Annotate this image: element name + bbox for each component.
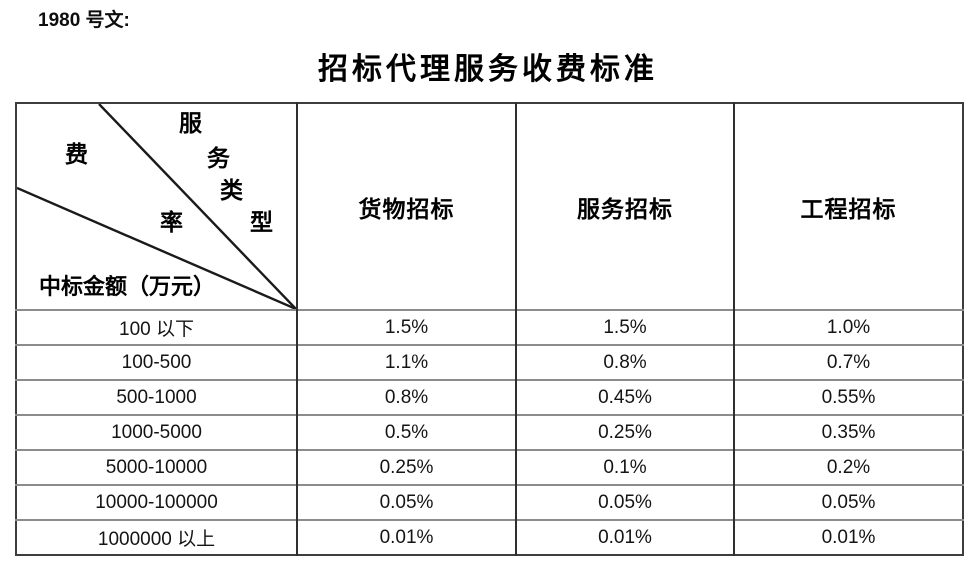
corner-label-service-char: 型	[250, 210, 273, 235]
cell-value: 0.01%	[733, 519, 963, 555]
cell-value: 0.5%	[296, 414, 516, 450]
table-row: 5000-10000 0.25% 0.1% 0.2%	[16, 449, 963, 485]
page-title: 招标代理服务收费标准	[318, 53, 658, 86]
cell-value: 0.05%	[733, 484, 963, 520]
corner-label-fee-char: 费	[65, 142, 88, 167]
row-label: 5000-10000	[16, 449, 297, 485]
table-row: 100 以下 1.5% 1.5% 1.0%	[16, 309, 963, 345]
cell-value: 0.1%	[515, 449, 734, 485]
corner-label-service-char: 类	[220, 178, 243, 203]
cell-value: 0.01%	[296, 519, 516, 555]
table-header-row: 服 务 类 型 费 率 中标金额（万元） 货物招标 服务招标 工程招标	[16, 103, 963, 310]
cell-value: 0.05%	[296, 484, 516, 520]
row-label: 10000-100000	[16, 484, 297, 520]
cell-value: 0.7%	[733, 344, 963, 380]
cell-value: 0.35%	[733, 414, 963, 450]
cell-value: 1.5%	[296, 309, 516, 345]
column-header-service: 服务招标	[515, 103, 734, 310]
cell-value: 0.55%	[733, 379, 963, 415]
row-label: 1000000 以上	[16, 519, 297, 555]
cell-value: 0.25%	[515, 414, 734, 450]
cell-value: 0.8%	[515, 344, 734, 380]
corner-row-axis-label: 中标金额（万元）	[39, 274, 216, 299]
cell-value: 0.2%	[733, 449, 963, 485]
cell-value: 1.1%	[296, 344, 516, 380]
doc-number: 1980 号文:	[38, 10, 130, 31]
column-header-goods: 货物招标	[296, 103, 516, 310]
cell-value: 0.01%	[515, 519, 734, 555]
row-label: 100-500	[16, 344, 297, 380]
table-row: 1000000 以上 0.01% 0.01% 0.01%	[16, 519, 963, 555]
column-header-engineering: 工程招标	[733, 103, 963, 310]
table-row: 100-500 1.1% 0.8% 0.7%	[16, 344, 963, 380]
cell-value: 0.05%	[515, 484, 734, 520]
cell-value: 1.0%	[733, 309, 963, 345]
row-label: 1000-5000	[16, 414, 297, 450]
corner-label-rate-char: 率	[160, 210, 183, 235]
table-row: 1000-5000 0.5% 0.25% 0.35%	[16, 414, 963, 450]
cell-value: 0.25%	[296, 449, 516, 485]
fee-standard-table: 服 务 类 型 费 率 中标金额（万元） 货物招标 服务招标 工程招标 100 …	[15, 102, 964, 556]
corner-label-service-char: 服	[179, 111, 202, 136]
corner-label-service-char: 务	[207, 146, 230, 171]
row-label: 100 以下	[16, 309, 297, 345]
corner-header-cell: 服 务 类 型 费 率 中标金额（万元）	[16, 103, 297, 310]
diagonal-divider-lines	[17, 104, 296, 309]
table-row: 10000-100000 0.05% 0.05% 0.05%	[16, 484, 963, 520]
cell-value: 0.8%	[296, 379, 516, 415]
cell-value: 0.45%	[515, 379, 734, 415]
row-label: 500-1000	[16, 379, 297, 415]
table-row: 500-1000 0.8% 0.45% 0.55%	[16, 379, 963, 415]
cell-value: 1.5%	[515, 309, 734, 345]
